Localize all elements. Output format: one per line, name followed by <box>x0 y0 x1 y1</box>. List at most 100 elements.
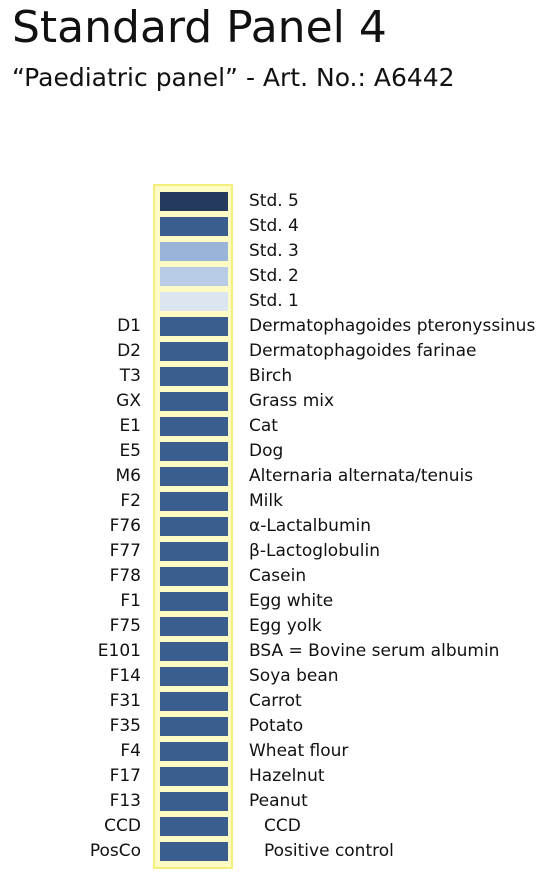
panel-row: F77 β-Lactoglobulin <box>0 539 558 564</box>
allergen-name: Potato <box>249 716 304 736</box>
panel-row: E5 Dog <box>0 439 558 464</box>
panel-row: T3 Birch <box>0 364 558 389</box>
panel-row: Std. 1 <box>0 289 558 314</box>
allergen-code: F4 <box>120 741 141 761</box>
strip-field <box>160 467 228 486</box>
allergen-code: F76 <box>109 516 141 536</box>
panel-row: Std. 4 <box>0 214 558 239</box>
allergen-code: M6 <box>115 466 141 486</box>
allergen-name: CCD <box>264 816 301 836</box>
allergen-code: F77 <box>109 541 141 561</box>
allergen-code: F35 <box>109 716 141 736</box>
allergen-name: Carrot <box>249 691 302 711</box>
panel-row: CCD CCD <box>0 814 558 839</box>
allergen-name: Std. 2 <box>249 266 299 286</box>
panel-row: PosCo Positive control <box>0 839 558 864</box>
panel-row: D2 Dermatophagoides farinae <box>0 339 558 364</box>
strip-field <box>160 692 228 711</box>
allergen-name: Grass mix <box>249 391 335 411</box>
strip-field <box>160 667 228 686</box>
strip-field <box>160 617 228 636</box>
allergen-name: Dog <box>249 441 284 461</box>
allergen-name: Egg yolk <box>249 616 322 636</box>
panel-row: F13 Peanut <box>0 789 558 814</box>
allergen-name: α-Lactalbumin <box>249 516 372 536</box>
strip-field <box>160 842 228 861</box>
allergen-name: Peanut <box>249 791 308 811</box>
panel-row: F1 Egg white <box>0 589 558 614</box>
strip-field <box>160 642 228 661</box>
strip-field <box>160 417 228 436</box>
allergen-name: Casein <box>249 566 307 586</box>
strip-field <box>160 767 228 786</box>
allergen-code: PosCo <box>89 841 141 861</box>
allergen-code: F14 <box>109 666 141 686</box>
strip-field <box>160 492 228 511</box>
allergen-code: T3 <box>119 366 141 386</box>
panel-row: F76 α-Lactalbumin <box>0 514 558 539</box>
strip-field <box>160 392 228 411</box>
allergen-code: F13 <box>109 791 141 811</box>
strip-field <box>160 517 228 536</box>
panel-rows: Std. 5 Std. 4 Std. 3 Std. 2 Std. 1 D1 Dermatop… <box>0 189 558 864</box>
allergen-name: Milk <box>249 491 283 511</box>
strip-field <box>160 292 228 311</box>
allergen-code: F17 <box>109 766 141 786</box>
strip-field <box>160 567 228 586</box>
panel-row: Std. 2 <box>0 264 558 289</box>
allergen-code: F31 <box>109 691 141 711</box>
allergen-name: Birch <box>249 366 293 386</box>
allergen-code: D1 <box>117 316 141 336</box>
allergen-name: Std. 1 <box>249 291 299 311</box>
panel-row: E101 BSA = Bovine serum albumin <box>0 639 558 664</box>
allergen-name: Cat <box>249 416 278 436</box>
panel-row: F78 Casein <box>0 564 558 589</box>
panel-row: F35 Potato <box>0 714 558 739</box>
allergen-code: F75 <box>109 616 141 636</box>
strip-field <box>160 542 228 561</box>
panel-row: D1 Dermatophagoides pteronyssinus <box>0 314 558 339</box>
allergen-code: GX <box>116 391 141 411</box>
panel-row: F31 Carrot <box>0 689 558 714</box>
panel-row: E1 Cat <box>0 414 558 439</box>
strip-field <box>160 242 228 261</box>
strip-field <box>160 267 228 286</box>
panel-row: F2 Milk <box>0 489 558 514</box>
strip-field <box>160 317 228 336</box>
allergen-name: Dermatophagoides pteronyssinus <box>249 316 536 336</box>
allergen-name: Std. 3 <box>249 241 299 261</box>
panel-row: M6 Alternaria alternata/tenuis <box>0 464 558 489</box>
strip-field <box>160 742 228 761</box>
strip-field <box>160 367 228 386</box>
panel-row: GX Grass mix <box>0 389 558 414</box>
strip-field <box>160 217 228 236</box>
allergen-code: F78 <box>109 566 141 586</box>
page-title: Standard Panel 4 <box>12 2 387 53</box>
panel-row: F14 Soya bean <box>0 664 558 689</box>
strip-field <box>160 592 228 611</box>
allergen-name: Hazelnut <box>249 766 325 786</box>
allergen-name: Positive control <box>264 841 394 861</box>
panel-row: Std. 5 <box>0 189 558 214</box>
allergen-name: BSA = Bovine serum albumin <box>249 641 500 661</box>
allergen-name: Egg white <box>249 591 334 611</box>
allergen-code: D2 <box>117 341 141 361</box>
allergen-name: Soya bean <box>249 666 339 686</box>
allergen-code: CCD <box>104 816 141 836</box>
strip-field <box>160 342 228 361</box>
strip-field <box>160 192 228 211</box>
allergen-name: Wheat flour <box>249 741 349 761</box>
strip-field <box>160 792 228 811</box>
allergen-code: E5 <box>119 441 141 461</box>
page-subtitle: “Paediatric panel” - Art. No.: A6442 <box>12 63 455 92</box>
allergen-code: F2 <box>120 491 141 511</box>
strip-field <box>160 442 228 461</box>
allergen-name: Std. 4 <box>249 216 299 236</box>
allergen-code: F1 <box>120 591 141 611</box>
panel-row: F75 Egg yolk <box>0 614 558 639</box>
allergen-name: Std. 5 <box>249 191 299 211</box>
panel-row: Std. 3 <box>0 239 558 264</box>
panel-row: F4 Wheat flour <box>0 739 558 764</box>
allergen-name: Alternaria alternata/tenuis <box>249 466 474 486</box>
allergen-name: β-Lactoglobulin <box>249 541 380 561</box>
